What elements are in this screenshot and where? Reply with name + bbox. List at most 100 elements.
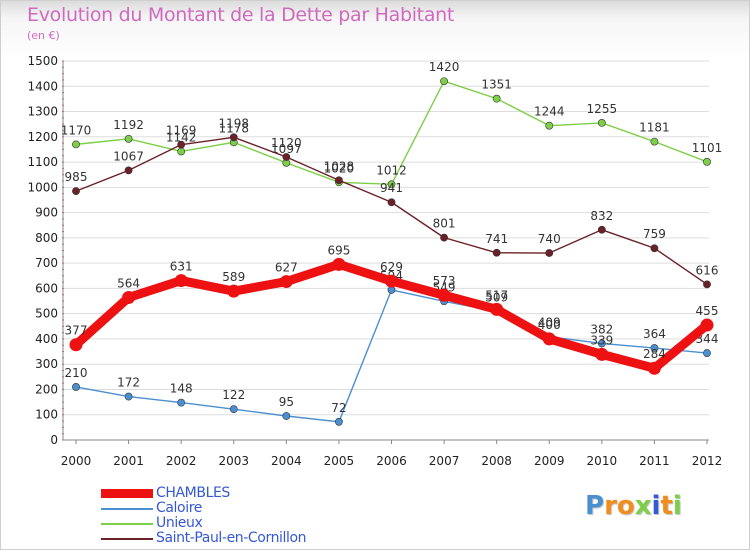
data-label-caloire: 72: [331, 401, 346, 415]
data-point-chambles: [700, 318, 714, 332]
data-point-caloire: [72, 383, 80, 391]
data-point-unieux: [440, 77, 448, 86]
data-label-chambles: 400: [538, 318, 561, 332]
x-tick-label: 2008: [481, 454, 512, 468]
data-point-unieux: [492, 94, 501, 103]
logo-letter: o: [616, 491, 635, 521]
y-tick-label: 1000: [27, 180, 58, 194]
chart-title: Evolution du Montant de la Dette par Hab…: [27, 4, 455, 26]
data-point-caloire: [229, 405, 238, 414]
legend-item-chambles: CHAMBLES: [101, 485, 361, 501]
data-point-saint-paul-en-cornillon: [229, 133, 238, 142]
data-point-chambles: [595, 347, 609, 361]
data-label-chambles: 564: [117, 276, 140, 290]
data-label-caloire: 148: [170, 382, 193, 396]
legend-label-caloire: Caloire: [156, 500, 202, 516]
logo-letter: i: [672, 491, 682, 521]
data-label-saint-paul-en-cornillon: 1067: [113, 149, 144, 163]
y-tick-label: 1500: [27, 54, 58, 68]
data-label-caloire: 364: [643, 327, 666, 341]
data-point-chambles: [69, 338, 83, 352]
data-label-saint-paul-en-cornillon: 1120: [271, 136, 302, 150]
data-label-saint-paul-en-cornillon: 741: [485, 232, 508, 246]
data-point-chambles: [279, 275, 293, 289]
data-label-chambles: 573: [433, 274, 456, 288]
legend-label-unieux: Unieux: [156, 515, 203, 531]
data-label-unieux: 1178: [218, 121, 249, 135]
x-tick-label: 2007: [429, 454, 460, 468]
data-point-saint-paul-en-cornillon: [387, 198, 396, 207]
chart-subtitle: (en €): [27, 29, 60, 42]
data-point-saint-paul-en-cornillon: [703, 280, 711, 289]
y-tick-label: 600: [35, 281, 58, 295]
data-point-chambles: [437, 288, 451, 302]
data-point-chambles: [174, 274, 188, 288]
data-label-chambles: 455: [696, 304, 719, 318]
data-label-unieux: 1181: [639, 121, 670, 135]
x-tick-label: 2005: [324, 454, 355, 468]
data-point-saint-paul-en-cornillon: [72, 187, 80, 196]
legend: CHAMBLES Caloire Unieux Saint-Paul-en-Co…: [101, 485, 361, 546]
data-label-unieux: 1351: [481, 78, 512, 92]
data-point-unieux: [177, 147, 186, 156]
data-label-chambles: 284: [643, 347, 666, 361]
x-tick-label: 2009: [534, 454, 565, 468]
data-point-saint-paul-en-cornillon: [282, 153, 291, 161]
data-point-caloire: [650, 344, 659, 352]
data-label-chambles: 589: [222, 270, 245, 284]
data-point-saint-paul-en-cornillon: [650, 244, 659, 253]
data-label-chambles: 339: [590, 333, 613, 347]
legend-swatch-chambles: [101, 489, 153, 498]
data-label-unieux: 1244: [534, 105, 565, 119]
data-label-unieux: 1255: [587, 102, 618, 116]
y-tick-label: 900: [35, 206, 58, 220]
x-tick-label: 2010: [587, 454, 618, 468]
data-label-chambles: 517: [485, 288, 508, 302]
data-label-saint-paul-en-cornillon: 1028: [324, 159, 355, 173]
data-point-unieux: [387, 180, 396, 189]
legend-swatch-saint-paul: [101, 538, 153, 540]
y-tick-label: 200: [35, 382, 58, 396]
x-tick-label: 2012: [692, 454, 723, 468]
data-point-saint-paul-en-cornillon: [177, 140, 186, 149]
legend-item-saint-paul: Saint-Paul-en-Cornillon: [101, 530, 361, 546]
data-label-caloire: 95: [279, 395, 294, 409]
data-label-caloire: 172: [117, 376, 140, 390]
y-tick-label: 500: [35, 307, 58, 321]
data-point-chambles: [542, 332, 556, 346]
data-point-saint-paul-en-cornillon: [597, 225, 606, 234]
data-label-saint-paul-en-cornillon: 740: [538, 232, 561, 246]
data-point-unieux: [124, 134, 133, 143]
y-tick-label: 1200: [27, 130, 58, 144]
data-label-saint-paul-en-cornillon: 941: [380, 181, 403, 195]
data-label-unieux: 1420: [429, 60, 460, 74]
y-tick-label: 700: [35, 256, 58, 270]
data-label-saint-paul-en-cornillon: 759: [643, 227, 666, 241]
legend-item-caloire: Caloire: [101, 500, 361, 516]
data-label-caloire: 382: [590, 322, 613, 336]
data-point-unieux: [72, 140, 80, 149]
logo-letter: r: [604, 491, 617, 521]
data-point-saint-paul-en-cornillon: [124, 166, 133, 175]
data-point-saint-paul-en-cornillon: [440, 233, 448, 242]
data-label-caloire: 210: [65, 366, 88, 380]
data-point-caloire: [597, 339, 606, 348]
y-tick-label: 800: [35, 231, 58, 245]
data-label-saint-paul-en-cornillon: 832: [590, 209, 613, 223]
data-point-chambles: [385, 274, 398, 288]
data-label-caloire: 122: [222, 388, 245, 402]
data-label-unieux: 1097: [271, 142, 302, 156]
data-point-unieux: [650, 137, 659, 146]
data-label-saint-paul-en-cornillon: 616: [696, 263, 719, 277]
logo-letter: i: [651, 491, 661, 521]
data-point-caloire: [703, 349, 711, 357]
x-tick-label: 2001: [113, 454, 144, 468]
y-tick-label: 0: [50, 433, 58, 447]
data-label-chambles: 627: [275, 261, 298, 275]
legend-label-chambles: CHAMBLES: [156, 485, 230, 501]
data-label-unieux: 1192: [113, 118, 144, 132]
y-tick-label: 1300: [27, 105, 58, 119]
data-point-caloire: [177, 398, 186, 407]
data-point-saint-paul-en-cornillon: [545, 249, 554, 257]
